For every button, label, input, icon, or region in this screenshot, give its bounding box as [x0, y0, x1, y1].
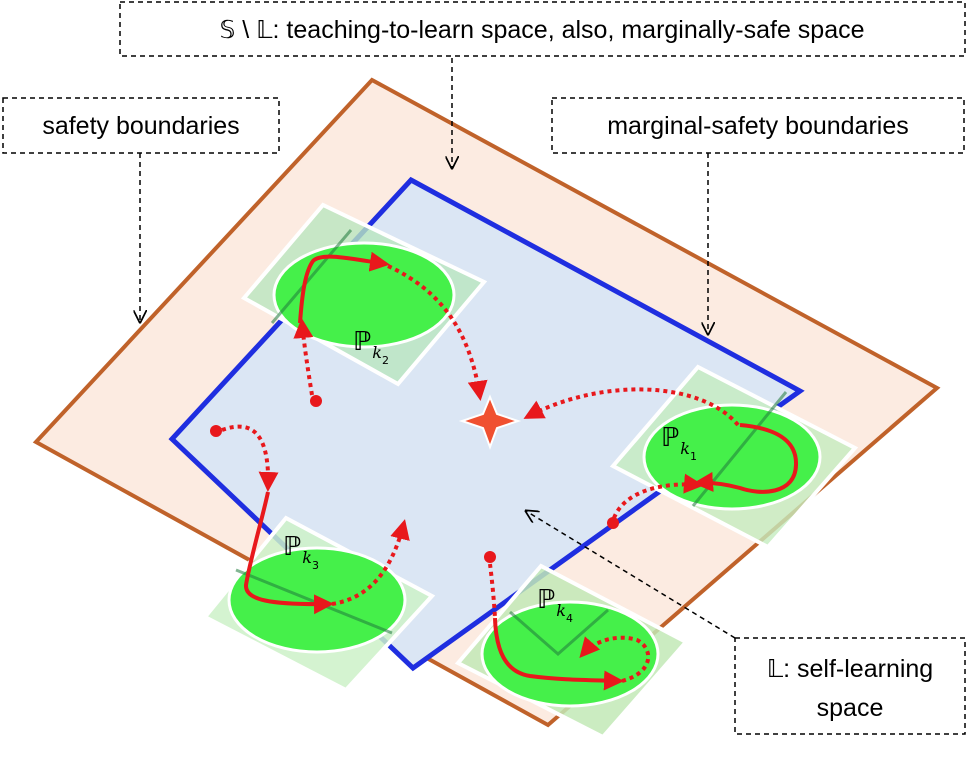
callout-label-line2: space	[817, 694, 884, 722]
trajectory	[244, 491, 334, 615]
start-point	[310, 395, 322, 407]
callout-top: 𝕊 \ 𝕃: teaching-to-learn space, also, ma…	[119, 1, 966, 57]
callout-marginal: marginal-safety boundaries	[551, 97, 965, 154]
callout-label: 𝕊 \ 𝕃: teaching-to-learn space, also, ma…	[219, 16, 864, 44]
start-point	[607, 517, 619, 529]
callout-safety: safety boundaries	[2, 97, 280, 154]
trajectory	[493, 617, 624, 691]
trajectory-dotted	[387, 264, 488, 401]
callout-box	[2, 97, 280, 154]
callout-box	[734, 637, 966, 735]
trajectories	[210, 264, 740, 691]
boundary-overlay	[270, 229, 353, 324]
callout-label: marginal-safety boundaries	[607, 112, 909, 140]
trajectory-dotted	[221, 424, 279, 492]
callout-label: safety boundaries	[42, 112, 239, 140]
trajectory	[693, 423, 799, 494]
region-label: ℙk3	[283, 532, 319, 572]
region-label: ℙk2	[353, 327, 389, 367]
region-p-k1: ℙk1	[609, 364, 859, 550]
start-point	[484, 551, 496, 563]
callout-box	[551, 97, 965, 154]
callout-connectors	[140, 58, 736, 639]
target-star-icon	[458, 394, 522, 450]
trajectory	[298, 251, 390, 324]
boundary-overlay	[509, 608, 609, 656]
trajectory-dotted	[523, 387, 740, 427]
callout-label-line1: 𝕃: self-learning	[767, 655, 933, 683]
region-label: ℙk4	[537, 585, 573, 625]
connector-self-learning	[526, 511, 736, 639]
trajectory-dotted	[579, 635, 651, 683]
trajectory-dotted	[612, 473, 704, 519]
region-label: ℙk1	[661, 423, 697, 463]
callout-box	[119, 1, 966, 57]
callout-self-learning: 𝕃: self-learning space	[734, 637, 966, 735]
start-point	[210, 425, 222, 437]
region-p-k4: ℙk4	[454, 563, 690, 740]
trajectory-dotted	[293, 318, 314, 396]
region-p-k2: ℙk2	[240, 202, 488, 387]
trajectory-dotted	[488, 563, 497, 619]
